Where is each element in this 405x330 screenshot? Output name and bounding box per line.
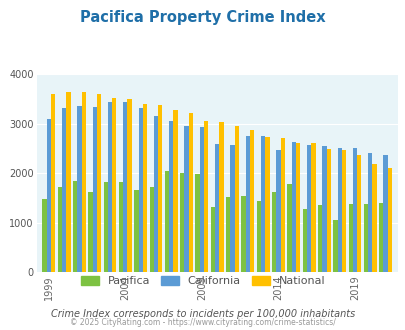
Bar	[119, 182, 123, 272]
Bar	[280, 138, 284, 272]
Bar	[264, 137, 269, 272]
Bar	[112, 98, 116, 272]
Bar	[260, 136, 264, 272]
Bar	[127, 99, 132, 272]
Bar	[173, 110, 177, 272]
Bar	[317, 205, 322, 272]
Bar	[143, 104, 147, 272]
Bar	[88, 192, 92, 272]
Bar	[153, 116, 158, 272]
Bar	[215, 144, 219, 272]
Bar	[219, 122, 223, 272]
Bar	[134, 190, 138, 272]
Bar	[295, 143, 299, 272]
Bar	[188, 113, 192, 272]
Bar	[138, 108, 143, 272]
Bar	[256, 201, 260, 272]
Bar	[184, 126, 188, 272]
Bar	[210, 208, 215, 272]
Bar	[383, 155, 387, 272]
Bar	[302, 210, 306, 272]
Bar	[271, 191, 276, 272]
Bar	[47, 119, 51, 272]
Bar	[164, 171, 169, 272]
Legend: Pacifica, California, National: Pacifica, California, National	[81, 276, 324, 286]
Bar	[51, 94, 55, 272]
Bar	[81, 92, 85, 272]
Bar	[356, 155, 360, 272]
Bar	[103, 182, 108, 272]
Bar	[149, 187, 153, 272]
Bar	[226, 197, 230, 272]
Bar	[337, 148, 341, 272]
Bar	[367, 153, 371, 272]
Bar	[341, 150, 345, 272]
Bar	[326, 148, 330, 272]
Bar	[62, 108, 66, 272]
Bar	[73, 181, 77, 272]
Bar	[276, 150, 280, 272]
Bar	[158, 106, 162, 272]
Bar	[97, 94, 101, 272]
Bar	[204, 121, 208, 272]
Bar	[348, 204, 352, 272]
Bar	[378, 203, 383, 272]
Bar	[291, 142, 295, 272]
Bar	[287, 183, 291, 272]
Bar	[199, 127, 204, 272]
Bar	[333, 220, 337, 272]
Bar	[322, 146, 326, 272]
Text: Crime Index corresponds to incidents per 100,000 inhabitants: Crime Index corresponds to incidents per…	[51, 309, 354, 318]
Bar	[42, 199, 47, 272]
Bar	[230, 145, 234, 272]
Bar	[363, 204, 367, 272]
Bar	[108, 102, 112, 272]
Bar	[77, 106, 81, 272]
Text: Pacifica Property Crime Index: Pacifica Property Crime Index	[80, 10, 325, 25]
Bar	[387, 168, 391, 272]
Bar	[180, 173, 184, 272]
Bar	[352, 148, 356, 272]
Bar	[306, 145, 311, 272]
Bar	[371, 164, 376, 272]
Text: © 2025 CityRating.com - https://www.cityrating.com/crime-statistics/: © 2025 CityRating.com - https://www.city…	[70, 318, 335, 327]
Bar	[245, 136, 249, 272]
Bar	[58, 187, 62, 272]
Bar	[249, 130, 254, 272]
Bar	[234, 126, 239, 272]
Bar	[123, 102, 127, 272]
Bar	[92, 107, 97, 272]
Bar	[169, 121, 173, 272]
Bar	[311, 143, 315, 272]
Bar	[66, 92, 70, 272]
Bar	[195, 174, 199, 272]
Bar	[241, 195, 245, 272]
